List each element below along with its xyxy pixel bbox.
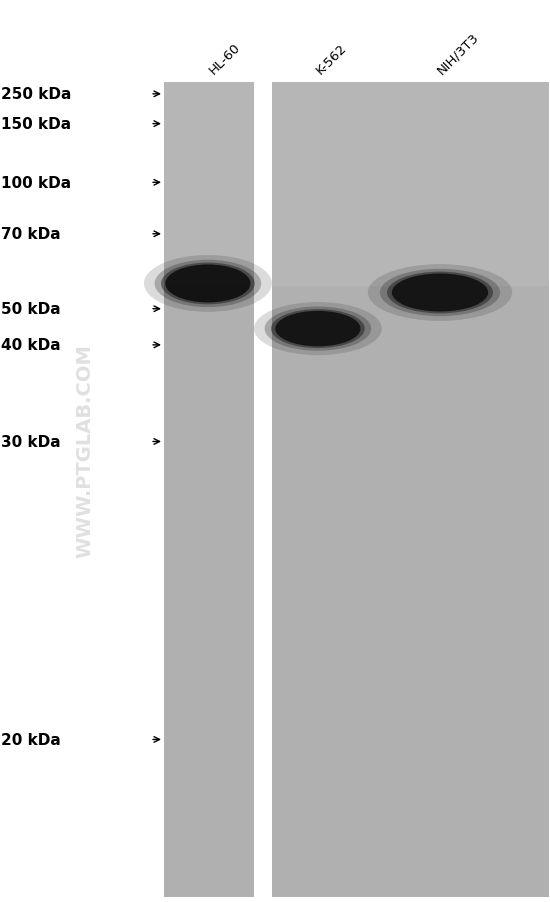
Bar bbox=[164, 83, 254, 287]
Text: NIH/3T3: NIH/3T3 bbox=[434, 30, 481, 77]
Bar bbox=[272, 83, 549, 897]
Text: 40 kDa: 40 kDa bbox=[1, 338, 60, 353]
Text: HL-60: HL-60 bbox=[206, 41, 243, 77]
Text: 20 kDa: 20 kDa bbox=[1, 732, 61, 747]
Ellipse shape bbox=[161, 263, 255, 305]
Ellipse shape bbox=[380, 270, 500, 317]
Text: K-562: K-562 bbox=[314, 41, 349, 77]
Ellipse shape bbox=[144, 256, 272, 312]
Text: 50 kDa: 50 kDa bbox=[1, 302, 60, 317]
Bar bbox=[164, 83, 254, 897]
Text: 100 kDa: 100 kDa bbox=[1, 176, 71, 190]
Ellipse shape bbox=[155, 261, 261, 308]
Ellipse shape bbox=[392, 274, 488, 312]
Ellipse shape bbox=[275, 311, 361, 347]
Ellipse shape bbox=[165, 265, 251, 303]
Ellipse shape bbox=[254, 303, 382, 355]
Ellipse shape bbox=[368, 265, 512, 321]
Ellipse shape bbox=[265, 307, 371, 351]
Text: 250 kDa: 250 kDa bbox=[1, 87, 72, 102]
Text: 150 kDa: 150 kDa bbox=[1, 117, 71, 132]
Text: WWW.PTGLAB.COM: WWW.PTGLAB.COM bbox=[76, 345, 95, 557]
Bar bbox=[272, 83, 549, 287]
Text: 30 kDa: 30 kDa bbox=[1, 435, 60, 449]
Ellipse shape bbox=[387, 272, 493, 314]
Ellipse shape bbox=[271, 309, 365, 349]
Text: 70 kDa: 70 kDa bbox=[1, 227, 60, 242]
